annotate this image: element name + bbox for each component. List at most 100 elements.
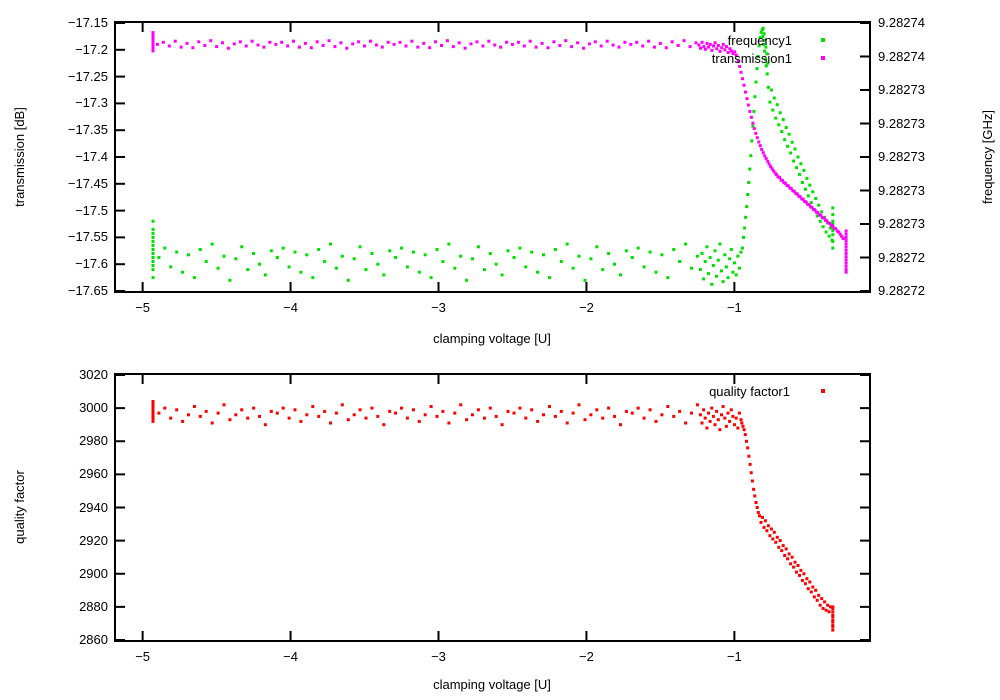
data-point [216, 411, 220, 415]
y2-tick-label: 9.28272 [878, 249, 925, 265]
data-point [817, 593, 821, 597]
data-point [716, 258, 720, 262]
data-point [476, 408, 480, 412]
data-point [280, 40, 284, 44]
data-point [447, 242, 451, 246]
data-point [781, 118, 785, 121]
data-point [151, 39, 155, 43]
data-point [469, 42, 473, 46]
data-point [151, 268, 155, 272]
data-point [500, 423, 504, 427]
data-point [702, 408, 706, 412]
data-point [726, 411, 730, 415]
data-point [370, 406, 374, 410]
data-point [708, 419, 712, 423]
data-point [749, 154, 753, 158]
data-point [841, 237, 845, 240]
data-point [376, 414, 380, 418]
data-point [764, 64, 768, 68]
data-point [756, 511, 760, 514]
data-point [763, 154, 767, 158]
data-point [740, 421, 744, 425]
data-point [761, 515, 764, 519]
data-point [151, 401, 155, 405]
data-point [724, 265, 728, 269]
data-point [323, 260, 327, 263]
data-point [755, 136, 759, 140]
y-tick-label: −17.55 [67, 229, 108, 245]
data-point [151, 413, 155, 417]
data-point [766, 159, 770, 163]
data-point [831, 618, 835, 622]
data-point [173, 39, 177, 43]
data-point [398, 40, 402, 44]
data-point [741, 77, 744, 81]
data-point [750, 139, 754, 143]
data-point [364, 268, 368, 272]
data-point [783, 181, 787, 185]
data-point [784, 547, 788, 551]
y-tick-label: −17.2 [75, 41, 108, 57]
data-point [768, 100, 772, 104]
data-point [844, 242, 848, 246]
bottom-xaxis-title: clamping voltage [U] [433, 677, 551, 692]
data-point [181, 270, 185, 274]
data-point [811, 190, 815, 194]
data-point [636, 246, 640, 250]
data-point [733, 423, 736, 427]
data-point [819, 213, 823, 217]
data-point [700, 40, 704, 44]
data-point [340, 403, 344, 407]
data-point [790, 140, 794, 144]
data-point [411, 250, 415, 254]
data-point [834, 227, 838, 231]
data-point [666, 405, 670, 408]
data-point [293, 408, 297, 412]
data-point [329, 242, 332, 246]
data-point [388, 409, 392, 413]
data-point [506, 409, 510, 413]
data-point [269, 249, 273, 253]
data-point [576, 41, 580, 45]
data-point [386, 40, 390, 44]
data-point [746, 103, 750, 107]
data-point [558, 44, 562, 47]
data-point [787, 552, 791, 556]
data-point [809, 590, 813, 594]
x-tick-label: −1 [726, 649, 742, 664]
data-point [151, 414, 155, 418]
data-point [818, 219, 822, 223]
data-point [292, 39, 295, 43]
x-tick-label: −1 [726, 300, 742, 315]
y2-tick-label: 9.28273 [878, 182, 925, 198]
data-point [844, 261, 848, 265]
data-point [844, 258, 848, 262]
data-point [710, 48, 714, 52]
data-point [774, 540, 778, 544]
data-point [564, 39, 568, 43]
data-point [729, 408, 733, 412]
data-point [493, 43, 497, 47]
data-point [175, 250, 179, 254]
data-point [741, 424, 745, 428]
data-point [476, 245, 480, 249]
data-point [745, 97, 749, 101]
data-point [707, 411, 710, 415]
y2-tick-label: 9.28273 [878, 115, 925, 131]
data-point [721, 42, 725, 46]
data-point [827, 234, 831, 238]
data-point [838, 232, 842, 236]
data-point [488, 406, 492, 410]
data-point [753, 95, 757, 99]
data-point [798, 172, 801, 176]
data-point [777, 545, 781, 549]
data-point [416, 45, 420, 49]
data-point [775, 535, 779, 539]
data-point [746, 193, 750, 196]
y2-tick-label: 9.28272 [878, 283, 925, 298]
top-xaxis-title: clamping voltage [U] [433, 331, 551, 346]
data-point [751, 124, 755, 128]
data-point [715, 274, 719, 278]
data-point [720, 46, 724, 50]
data-point [778, 175, 781, 179]
